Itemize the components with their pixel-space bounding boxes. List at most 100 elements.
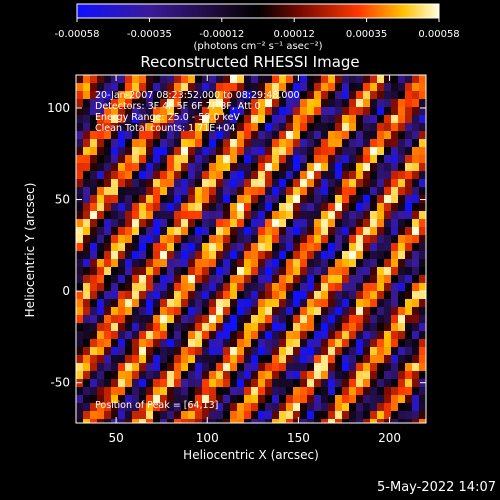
annotation-detectors: Detectors: 3F 4F 5F 6F 7F 8F, Att 0: [95, 101, 261, 112]
heatmap-cell: [153, 195, 160, 203]
heatmap-cell: [167, 131, 174, 139]
heatmap-cell: [216, 251, 223, 259]
heatmap-cell: [104, 179, 111, 187]
heatmap-cell: [223, 139, 230, 147]
heatmap-cell: [412, 331, 419, 339]
heatmap-cell: [188, 187, 195, 195]
heatmap-cell: [97, 387, 104, 395]
heatmap-cell: [258, 331, 265, 339]
heatmap-cell: [251, 187, 258, 195]
heatmap-cell: [125, 99, 132, 107]
heatmap-cell: [146, 259, 153, 267]
heatmap-cell: [272, 227, 279, 235]
heatmap-cell: [174, 387, 181, 395]
heatmap-cell: [202, 403, 209, 411]
heatmap-cell: [384, 163, 391, 171]
heatmap-cell: [321, 235, 328, 243]
heatmap-cell: [125, 203, 132, 211]
heatmap-cell: [223, 283, 230, 291]
heatmap-cell: [83, 307, 90, 315]
y-tick-label: 100: [47, 101, 70, 115]
heatmap-cell: [335, 155, 342, 163]
heatmap-cell: [356, 139, 363, 147]
heatmap-cell: [223, 187, 230, 195]
heatmap-cell: [132, 115, 139, 123]
heatmap-cell: [363, 219, 370, 227]
heatmap-cell: [286, 211, 293, 219]
heatmap-cell: [188, 179, 195, 187]
heatmap-cell: [216, 371, 223, 379]
heatmap-cell: [279, 411, 286, 419]
heatmap-cell: [125, 419, 132, 423]
heatmap-cell: [293, 115, 300, 123]
heatmap-cell: [167, 283, 174, 291]
heatmap-cell: [83, 211, 90, 219]
heatmap-cell: [342, 299, 349, 307]
heatmap-cell: [272, 395, 279, 403]
heatmap-cell: [76, 275, 83, 283]
heatmap-cell: [125, 323, 132, 331]
heatmap-cell: [405, 395, 412, 403]
heatmap-cell: [377, 403, 384, 411]
heatmap-cell: [265, 107, 272, 115]
heatmap-cell: [202, 235, 209, 243]
heatmap-cell: [97, 259, 104, 267]
heatmap-cell: [321, 211, 328, 219]
heatmap-cell: [363, 307, 370, 315]
heatmap-cell: [258, 403, 265, 411]
heatmap-cell: [188, 251, 195, 259]
heatmap-cell: [202, 155, 209, 163]
heatmap-cell: [216, 91, 223, 99]
heatmap-cell: [111, 211, 118, 219]
heatmap-cell: [265, 283, 272, 291]
heatmap-cell: [160, 147, 167, 155]
heatmap-cell: [104, 323, 111, 331]
heatmap-cell: [356, 259, 363, 267]
heatmap-cell: [76, 195, 83, 203]
heatmap-cell: [188, 355, 195, 363]
heatmap-cell: [363, 83, 370, 91]
heatmap-cell: [139, 347, 146, 355]
heatmap-cell: [244, 299, 251, 307]
heatmap-cell: [398, 99, 405, 107]
heatmap-cell: [111, 299, 118, 307]
heatmap-cell: [118, 99, 125, 107]
heatmap-cell: [230, 83, 237, 91]
heatmap-cell: [258, 339, 265, 347]
heatmap-cell: [412, 379, 419, 387]
heatmap-cell: [160, 235, 167, 243]
heatmap-cell: [279, 323, 286, 331]
heatmap-cell: [342, 331, 349, 339]
heatmap-cell: [258, 251, 265, 259]
heatmap-cell: [300, 219, 307, 227]
heatmap-cell: [384, 91, 391, 99]
heatmap-cell: [300, 403, 307, 411]
heatmap-cell: [370, 187, 377, 195]
heatmap-cell: [181, 283, 188, 291]
heatmap-cell: [209, 411, 216, 419]
heatmap-cell: [272, 83, 279, 91]
heatmap-cell: [104, 315, 111, 323]
heatmap-cell: [244, 419, 251, 423]
heatmap-cell: [300, 411, 307, 419]
heatmap-cell: [188, 331, 195, 339]
heatmap-cell: [328, 211, 335, 219]
heatmap-cell: [279, 75, 286, 83]
heatmap-cell: [328, 203, 335, 211]
heatmap-cell: [216, 419, 223, 423]
heatmap-cell: [419, 259, 426, 267]
heatmap-cell: [97, 99, 104, 107]
heatmap-cell: [146, 187, 153, 195]
heatmap-cell: [314, 331, 321, 339]
heatmap-cell: [118, 83, 125, 91]
heatmap-cell: [174, 283, 181, 291]
heatmap-cell: [111, 347, 118, 355]
heatmap-cell: [251, 155, 258, 163]
heatmap-cell: [90, 283, 97, 291]
heatmap-cell: [160, 219, 167, 227]
heatmap-cell: [349, 267, 356, 275]
heatmap-cell: [307, 331, 314, 339]
heatmap-cell: [83, 323, 90, 331]
heatmap-cell: [258, 147, 265, 155]
heatmap-cell: [160, 403, 167, 411]
